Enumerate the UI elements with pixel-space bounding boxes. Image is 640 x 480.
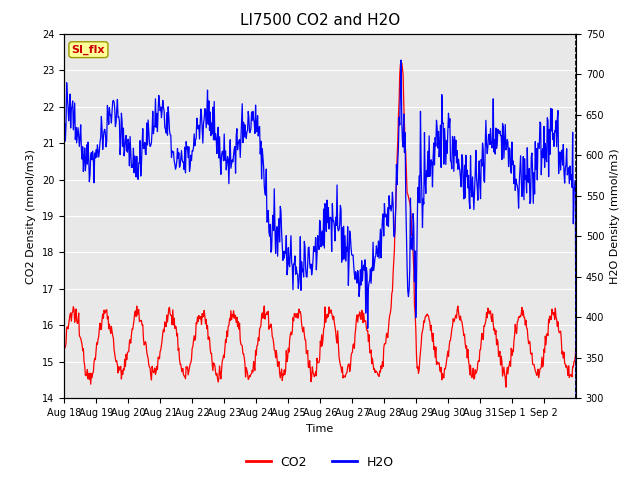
X-axis label: Time: Time (307, 424, 333, 433)
Line: CO2: CO2 (64, 63, 576, 387)
CO2 (259, 315, 267, 321)
CO2 (572, 338, 580, 344)
CO2 (398, 60, 406, 66)
Legend: CO2, H2O: CO2, H2O (241, 451, 399, 474)
CO2 (214, 379, 222, 385)
H2O (120, 153, 128, 159)
H2O (60, 125, 68, 131)
Title: LI7500 CO2 and H2O: LI7500 CO2 and H2O (240, 13, 400, 28)
H2O (259, 155, 267, 160)
H2O (372, 243, 380, 249)
CO2 (502, 384, 509, 390)
Line: H2O: H2O (64, 60, 576, 398)
CO2 (402, 151, 410, 157)
H2O (214, 124, 222, 130)
H2O (240, 120, 248, 125)
CO2 (372, 369, 380, 374)
Y-axis label: H2O Density (mmol/m3): H2O Density (mmol/m3) (610, 148, 620, 284)
CO2 (120, 367, 128, 373)
Y-axis label: CO2 Density (mmol/m3): CO2 Density (mmol/m3) (26, 148, 36, 284)
H2O (397, 57, 405, 63)
Text: SI_flx: SI_flx (72, 45, 105, 55)
CO2 (60, 351, 68, 357)
CO2 (240, 351, 248, 357)
H2O (402, 198, 410, 204)
H2O (572, 396, 580, 401)
